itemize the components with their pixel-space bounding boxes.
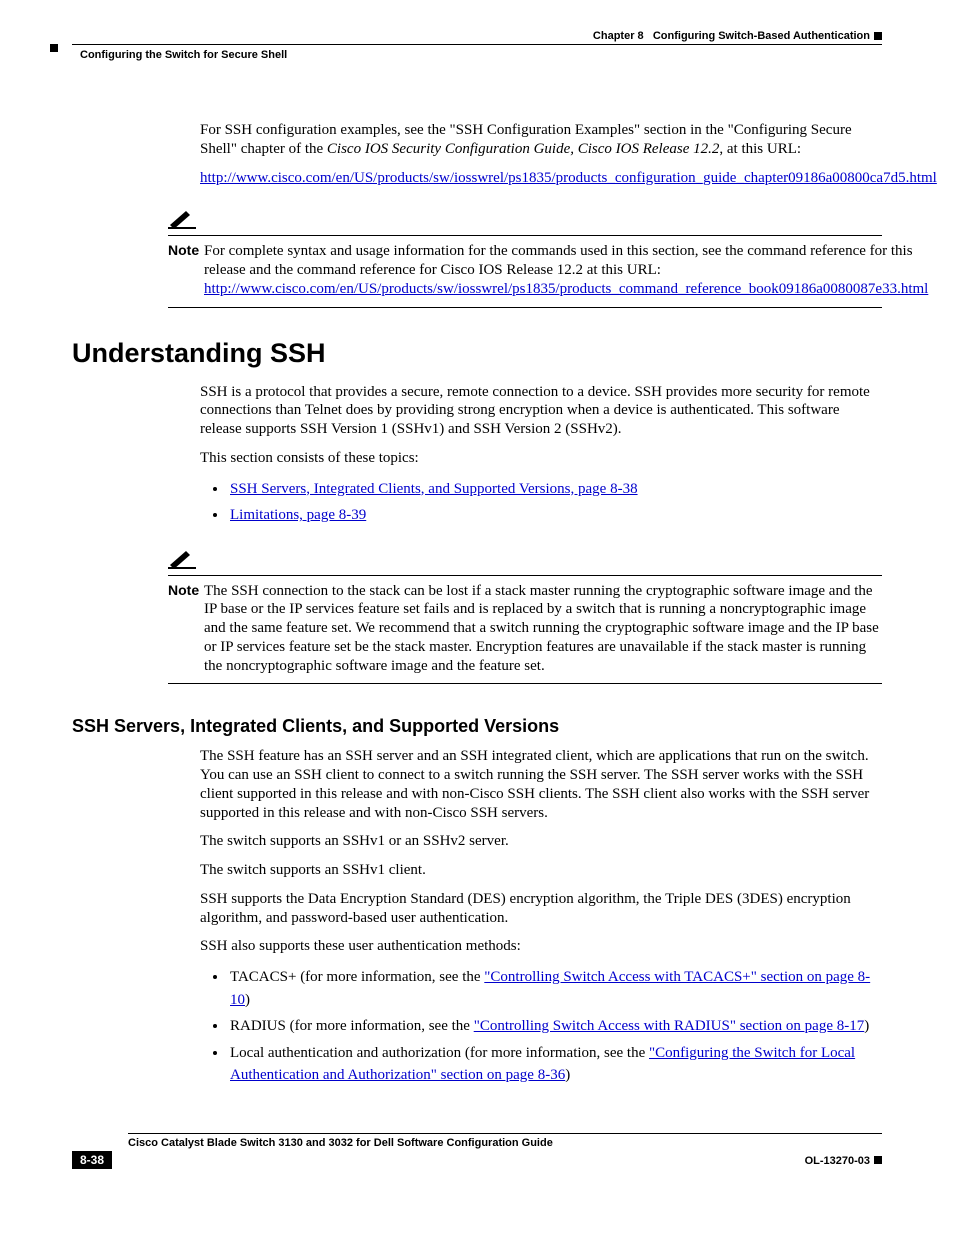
footer-end-block xyxy=(874,1156,882,1164)
note1-link[interactable]: http://www.cisco.com/en/US/products/sw/i… xyxy=(204,281,928,297)
auth-item: RADIUS (for more information, see the "C… xyxy=(228,1015,882,1038)
topic-link-2[interactable]: Limitations, page 8-39 xyxy=(230,507,366,523)
auth-b2-link[interactable]: "Controlling Switch Access with RADIUS" … xyxy=(474,1018,865,1034)
page-footer: Cisco Catalyst Blade Switch 3130 and 303… xyxy=(72,1133,882,1169)
servers-p5: SSH also supports these user authenticat… xyxy=(200,937,882,956)
topic-item: SSH Servers, Integrated Clients, and Sup… xyxy=(228,478,882,501)
header-end-block xyxy=(874,32,882,40)
chapter-label: Chapter 8 xyxy=(593,30,644,42)
h1-understanding-ssh: Understanding SSH xyxy=(72,338,882,369)
note-text: For complete syntax and usage informatio… xyxy=(204,242,928,298)
header-section-path: Configuring the Switch for Secure Shell xyxy=(80,49,882,61)
intro-italic: Cisco IOS Security Configuration Guide, … xyxy=(327,141,719,157)
servers-p3: The switch supports an SSHv1 client. xyxy=(200,861,882,880)
page-header: Chapter 8 Configuring Switch-Based Authe… xyxy=(72,30,882,45)
auth-item: TACACS+ (for more information, see the "… xyxy=(228,966,882,1011)
note1-text: For complete syntax and usage informatio… xyxy=(204,243,913,278)
pencil-icon xyxy=(168,209,882,231)
servers-p4: SSH supports the Data Encryption Standar… xyxy=(200,890,882,928)
footer-doc-id: OL-13270-03 xyxy=(805,1155,870,1167)
header-left-block xyxy=(50,44,58,52)
auth-b2-b: ) xyxy=(864,1018,869,1034)
auth-b1-b: ) xyxy=(245,992,250,1008)
note-block-1: Note For complete syntax and usage infor… xyxy=(168,209,882,307)
pencil-icon xyxy=(168,549,882,571)
auth-b2-a: RADIUS (for more information, see the xyxy=(230,1018,474,1034)
auth-b3-b: ) xyxy=(565,1067,570,1083)
footer-guide-title: Cisco Catalyst Blade Switch 3130 and 303… xyxy=(128,1137,882,1149)
intro-paragraph: For SSH configuration examples, see the … xyxy=(200,121,882,159)
chapter-title: Configuring Switch-Based Authentication xyxy=(653,30,870,42)
note-block-2: Note The SSH connection to the stack can… xyxy=(168,549,882,685)
auth-b3-a: Local authentication and authorization (… xyxy=(230,1045,649,1061)
servers-p2: The switch supports an SSHv1 or an SSHv2… xyxy=(200,832,882,851)
topic-link-1[interactable]: SSH Servers, Integrated Clients, and Sup… xyxy=(230,481,638,497)
intro-link-block: http://www.cisco.com/en/US/products/sw/i… xyxy=(200,169,882,188)
auth-b1-a: TACACS+ (for more information, see the xyxy=(230,969,484,985)
note-label: Note xyxy=(168,582,204,676)
h2-ssh-servers: SSH Servers, Integrated Clients, and Sup… xyxy=(72,716,882,737)
auth-methods-list: TACACS+ (for more information, see the "… xyxy=(200,966,882,1087)
header-chapter: Chapter 8 Configuring Switch-Based Authe… xyxy=(593,30,882,42)
page-number-badge: 8-38 xyxy=(72,1151,112,1169)
note-label: Note xyxy=(168,242,204,298)
topics-list: SSH Servers, Integrated Clients, and Sup… xyxy=(200,478,882,527)
auth-item: Local authentication and authorization (… xyxy=(228,1042,882,1087)
intro-text-b: , at this URL: xyxy=(719,141,801,157)
servers-p1: The SSH feature has an SSH server and an… xyxy=(200,747,882,822)
ssh-intro-p2: This section consists of these topics: xyxy=(200,449,882,468)
ssh-intro-p1: SSH is a protocol that provides a secure… xyxy=(200,383,882,439)
topic-item: Limitations, page 8-39 xyxy=(228,504,882,527)
note2-text: The SSH connection to the stack can be l… xyxy=(204,582,882,676)
intro-link[interactable]: http://www.cisco.com/en/US/products/sw/i… xyxy=(200,170,937,186)
